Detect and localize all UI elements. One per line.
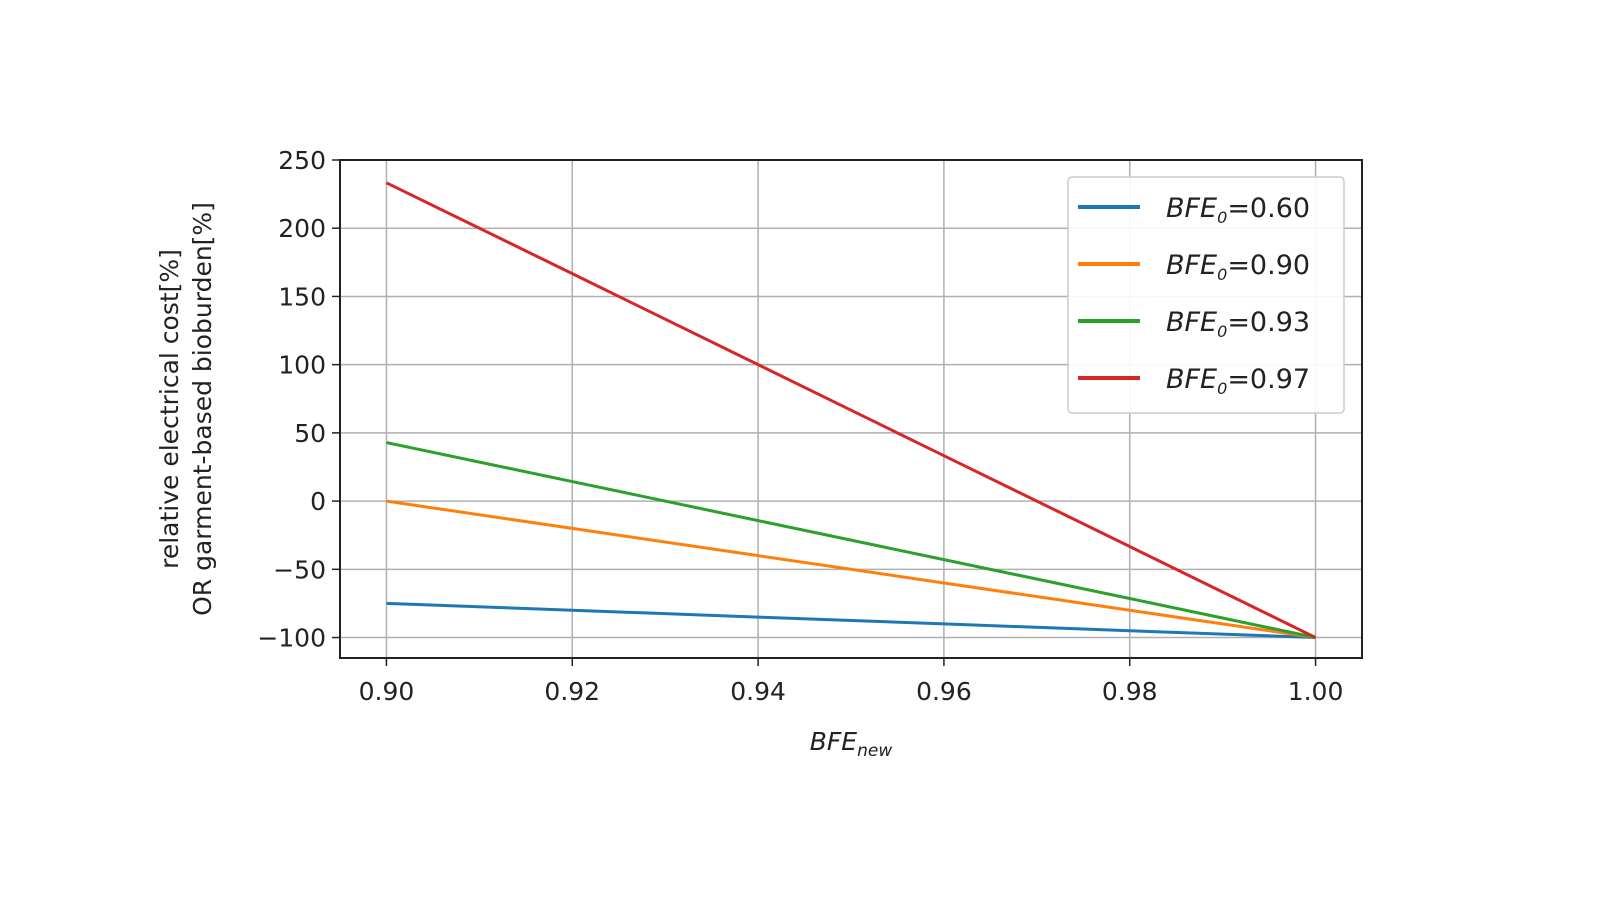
x-axis-label: BFEnew <box>810 727 893 761</box>
legend-item-3: BFE0=0.97 <box>1078 364 1310 398</box>
x-tick-label: 0.90 <box>359 677 415 706</box>
series-line-1 <box>386 499 1316 640</box>
legend-box <box>1067 176 1345 414</box>
x-tick-label: 1.00 <box>1288 677 1344 706</box>
series-line-3 <box>385 181 1317 639</box>
legend-label: BFE0=0.97 <box>1166 364 1310 398</box>
x-axis-label-sub: new <box>857 741 892 761</box>
legend-label: BFE0=0.60 <box>1166 193 1310 227</box>
y-axis-label-line-2: OR garment-based bioburden[%] <box>188 202 217 616</box>
legend-item-2: BFE0=0.93 <box>1078 307 1310 341</box>
y-tick-label: 150 <box>278 282 326 311</box>
y-axis-ticks: 250 200 150 100 50 0 −50 −100 <box>257 146 340 653</box>
legend-label: BFE0=0.90 <box>1166 250 1310 284</box>
series-lines <box>385 181 1317 640</box>
x-axis-label-base: BFE <box>810 727 858 756</box>
plot-frame <box>339 159 1363 659</box>
legend-item-0: BFE0=0.60 <box>1078 193 1310 227</box>
series-line-2 <box>386 441 1316 640</box>
y-tick-label: 250 <box>278 146 326 175</box>
y-tick-label: −100 <box>257 624 326 653</box>
y-tick-label: 100 <box>278 351 326 380</box>
y-tick-label: 200 <box>278 214 326 243</box>
x-tick-label: 0.92 <box>544 677 600 706</box>
y-tick-label: −50 <box>273 555 326 584</box>
x-tick-label: 0.98 <box>1102 677 1158 706</box>
legend-label: BFE0=0.93 <box>1166 307 1310 341</box>
series-line-0 <box>386 601 1316 640</box>
y-tick-label: 50 <box>294 419 326 448</box>
legend: BFE0=0.60 BFE0=0.90 BFE0=0.93 BFE0=0.97 <box>1067 176 1345 414</box>
legend-item-1: BFE0=0.90 <box>1078 250 1310 284</box>
y-tick-label: 0 <box>310 487 326 516</box>
y-axis-label-line-1: relative electrical cost[%] <box>155 249 184 569</box>
y-axis-label: relative electrical cost[%] OR garment-b… <box>155 202 217 616</box>
x-tick-label: 0.94 <box>730 677 786 706</box>
x-axis-ticks: 0.90 0.92 0.94 0.96 0.98 1.00 <box>359 658 1344 706</box>
x-tick-label: 0.96 <box>916 677 972 706</box>
